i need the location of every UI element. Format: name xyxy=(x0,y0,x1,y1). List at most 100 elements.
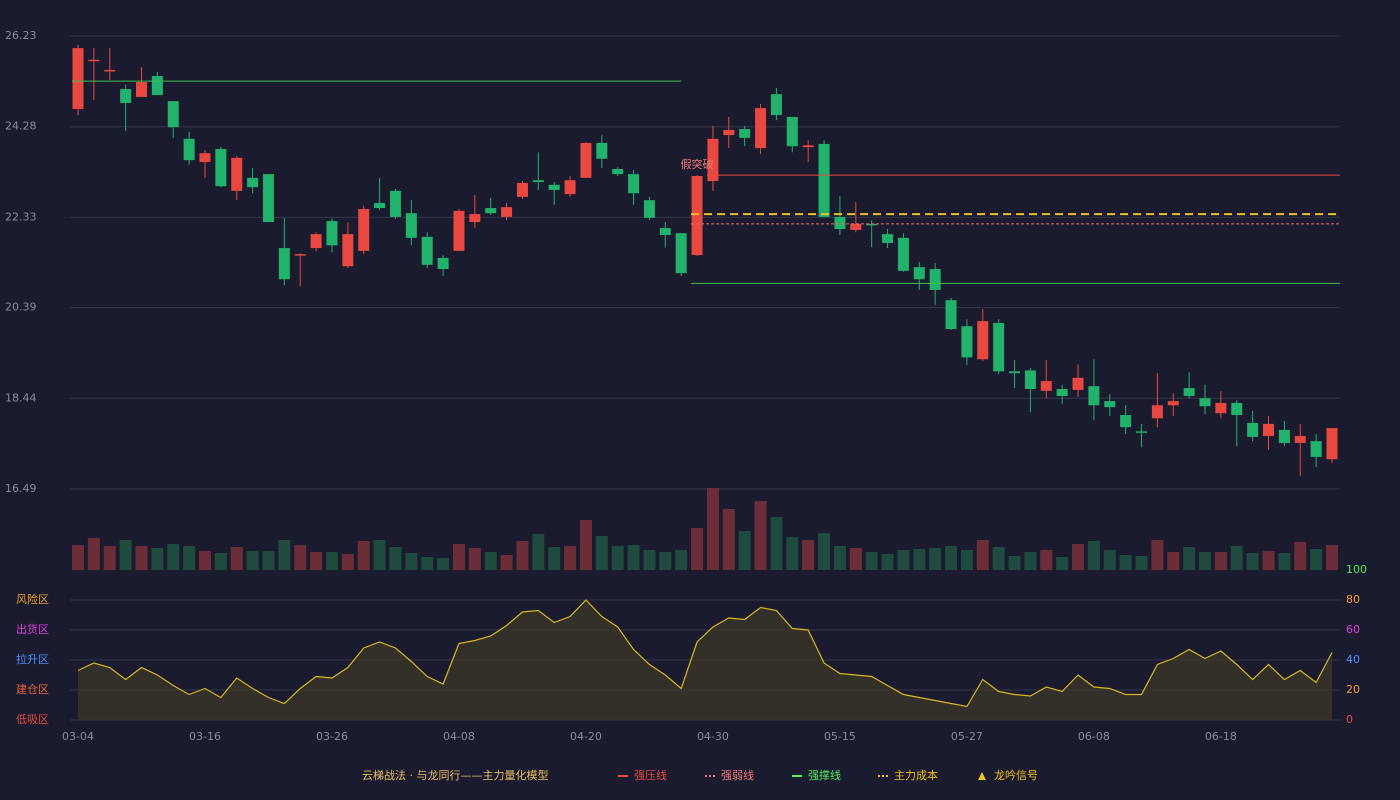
y-tick-label: 100 xyxy=(1346,563,1367,576)
volume-bar xyxy=(357,541,370,570)
x-tick-label: 05-15 xyxy=(824,730,856,743)
volume-bar xyxy=(72,545,84,570)
candle-body xyxy=(516,182,528,197)
volume-bar xyxy=(405,553,418,570)
x-tick-label: 03-16 xyxy=(189,730,221,743)
candle-body xyxy=(151,75,163,96)
candle-body xyxy=(167,101,179,128)
volume-bar xyxy=(1103,550,1116,570)
candle-body xyxy=(755,108,767,149)
volume-bar xyxy=(87,538,100,570)
candle-body xyxy=(342,234,354,267)
volume-bar xyxy=(738,531,751,570)
volume-bar xyxy=(294,545,307,570)
volume-bar xyxy=(119,540,132,570)
candle-body xyxy=(739,129,751,138)
volume-bar xyxy=(849,548,862,570)
legend-symbol xyxy=(978,772,986,780)
volume-bar xyxy=(643,550,656,570)
volume-bar xyxy=(1056,557,1069,570)
volume-bar xyxy=(548,547,561,570)
zone-label: 低吸区 xyxy=(16,713,49,726)
volume-bar xyxy=(421,557,434,570)
volume-bar xyxy=(865,552,878,570)
candle-body xyxy=(1151,405,1163,419)
candle-body xyxy=(707,138,719,182)
volume-bar xyxy=(373,540,386,570)
signal-label: 假突破 xyxy=(681,157,714,171)
volume-bar xyxy=(1167,552,1180,570)
candle-body xyxy=(961,326,973,358)
y-tick-label: 0 xyxy=(1346,713,1353,726)
candle-body xyxy=(1263,423,1275,436)
volume-bar xyxy=(1294,542,1307,570)
x-tick-label: 06-08 xyxy=(1078,730,1110,743)
y-tick-label: 18.44 xyxy=(5,391,37,404)
volume-bar xyxy=(500,555,513,570)
volume-bar xyxy=(1151,540,1164,570)
candle-body xyxy=(882,234,894,243)
volume-bar xyxy=(468,548,481,570)
candle-body xyxy=(1199,398,1211,407)
candle-body xyxy=(786,116,798,147)
candle-body xyxy=(596,142,608,159)
volume-bar xyxy=(659,552,672,570)
volume-bar xyxy=(516,541,529,570)
volume-bar xyxy=(913,549,926,570)
candle-body xyxy=(1167,401,1179,406)
candle-body xyxy=(262,174,274,223)
candle-body xyxy=(437,257,449,270)
candle-body xyxy=(1183,388,1195,396)
legend-label: 主力成本 xyxy=(894,768,938,782)
candle-body xyxy=(897,237,909,271)
volume-bar xyxy=(103,546,116,570)
volume-bar xyxy=(992,547,1005,570)
volume-bar xyxy=(1278,553,1291,570)
volume-bar xyxy=(1310,549,1323,570)
volume-bar xyxy=(246,551,259,570)
y-tick-label: 60 xyxy=(1346,623,1360,636)
candle-body xyxy=(945,300,957,330)
candle-body xyxy=(1104,401,1116,408)
candle-body xyxy=(405,213,417,238)
volume-bar xyxy=(341,554,354,570)
indicator-area xyxy=(78,600,1332,720)
volume-bar xyxy=(897,550,910,570)
volume-bar xyxy=(754,501,767,570)
volume-bar xyxy=(452,544,465,570)
candle-body xyxy=(374,202,386,209)
candle-body xyxy=(1294,435,1306,443)
volume-bar xyxy=(706,488,719,570)
indicator-line xyxy=(77,599,1333,708)
volume-bar xyxy=(1214,552,1227,570)
candle-body xyxy=(72,48,84,110)
candle-body xyxy=(1024,370,1036,390)
candle-body xyxy=(675,233,687,274)
candle-body xyxy=(1310,441,1322,457)
volume-bar xyxy=(1199,552,1212,570)
volume-bar xyxy=(278,540,291,570)
volume-bar xyxy=(881,554,894,570)
candle-body xyxy=(215,149,227,187)
candle-body xyxy=(485,208,497,214)
volume-bar xyxy=(1072,544,1085,570)
candle-body xyxy=(723,129,735,136)
candle-body xyxy=(628,174,640,194)
candle-body xyxy=(1278,429,1290,443)
y-tick-label: 20.39 xyxy=(5,301,37,314)
candle-body xyxy=(993,322,1005,372)
candle-body xyxy=(501,207,513,217)
candle-body xyxy=(1056,389,1068,396)
volume-bar xyxy=(389,547,402,570)
x-tick-label: 04-20 xyxy=(570,730,602,743)
volume-bar xyxy=(579,520,592,570)
volume-bar xyxy=(325,552,338,570)
volume-bar xyxy=(1008,556,1021,570)
zone-label: 出货区 xyxy=(16,622,49,636)
volume-bar xyxy=(230,547,243,570)
volume-bar xyxy=(611,546,624,570)
volume-bar xyxy=(1024,552,1037,570)
zone-label: 建仓区 xyxy=(16,682,49,696)
volume-bar xyxy=(691,528,704,570)
